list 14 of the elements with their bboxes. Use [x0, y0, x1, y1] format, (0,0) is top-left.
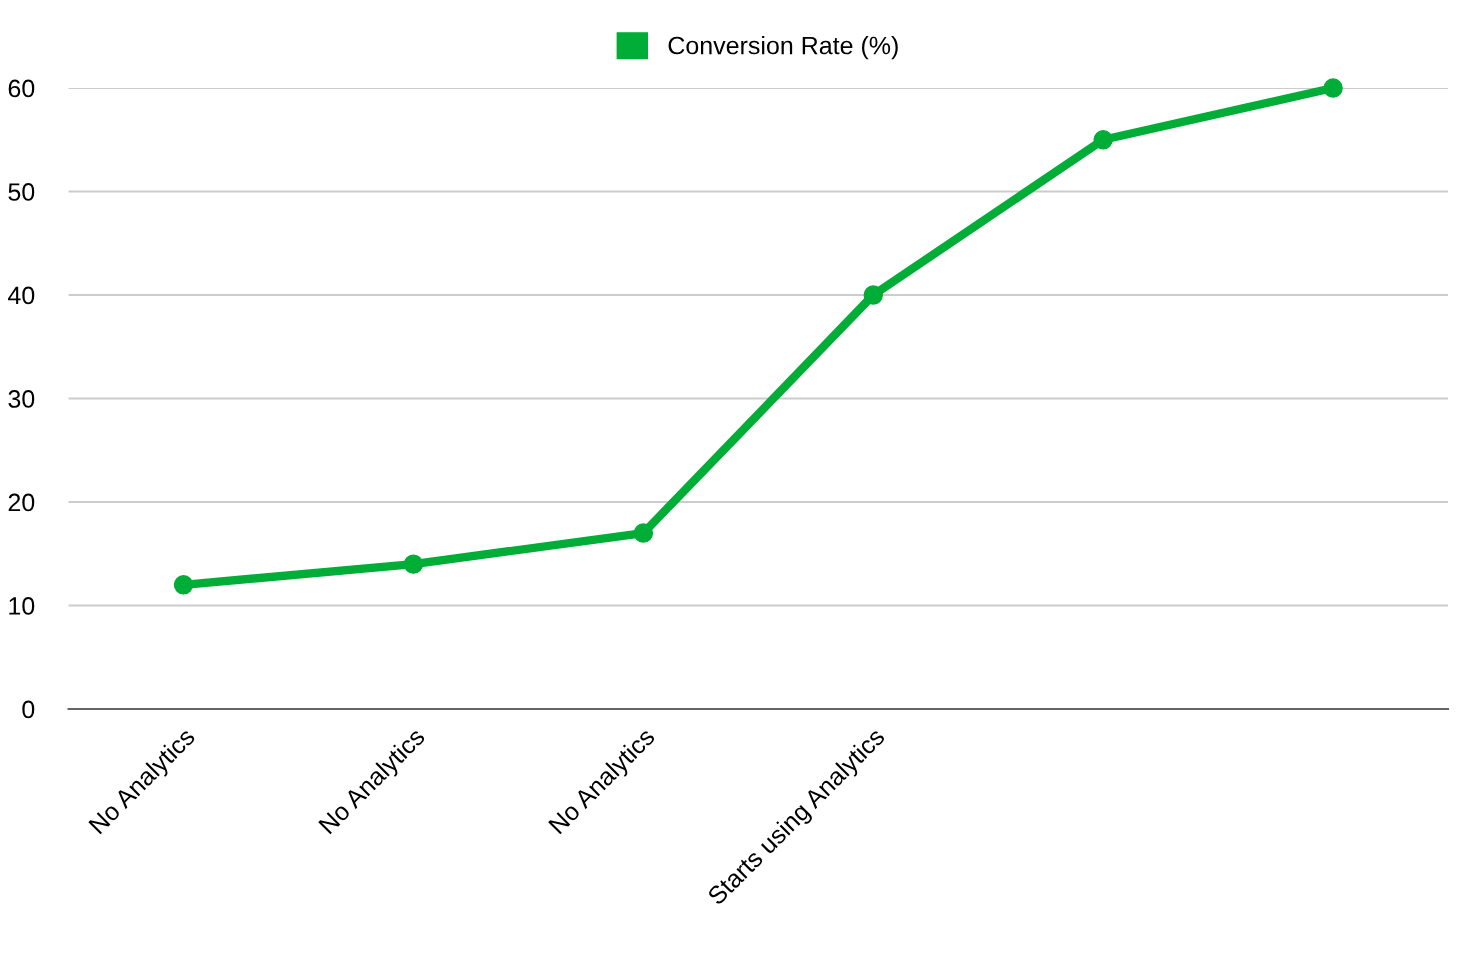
point — [633, 523, 654, 543]
point — [1323, 78, 1343, 98]
y-tick-label: 10 — [9, 597, 35, 615]
point — [863, 285, 883, 305]
y-tick-label: 40 — [8, 286, 35, 305]
point — [173, 575, 194, 595]
point — [1093, 130, 1113, 150]
y-tick-label: 30 — [8, 390, 35, 408]
y-tick-label: 20 — [8, 493, 35, 512]
point — [403, 554, 424, 574]
y-tick-label: 60 — [8, 79, 35, 98]
y-tick-label: 50 — [8, 183, 35, 201]
y-tick-label: 0 — [22, 700, 35, 719]
legend-label: Conversion Rate (%) — [668, 36, 898, 60]
